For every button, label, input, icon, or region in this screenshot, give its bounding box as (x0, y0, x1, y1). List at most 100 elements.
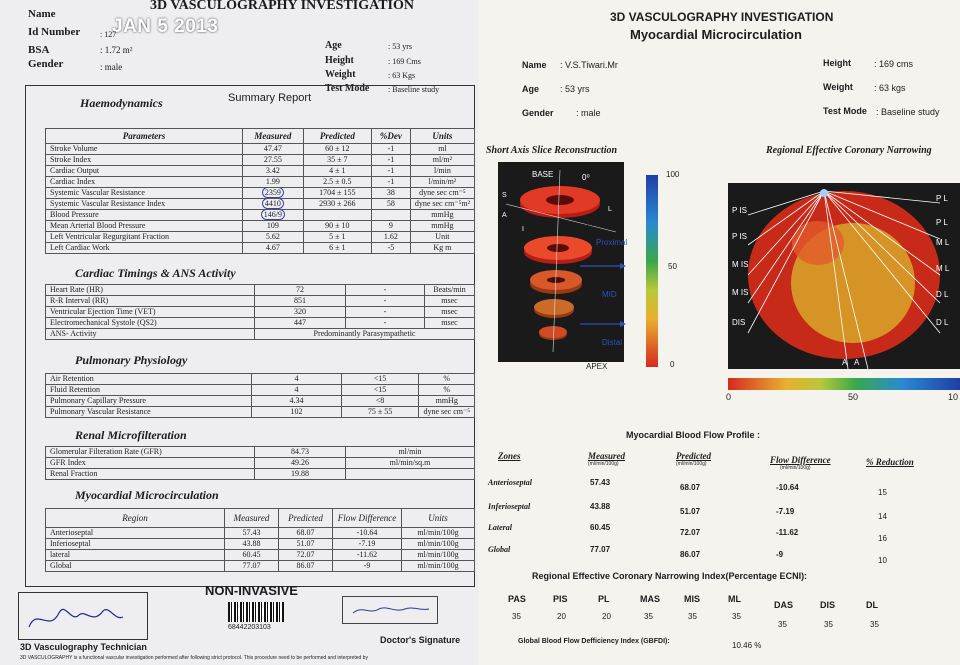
haemodynamics-cell (302, 209, 373, 221)
scale-h-10: 10 (948, 392, 959, 402)
haemodynamics-cell: Systemic Vascular Resistance (44, 187, 244, 199)
myocardial-cell: 43.88 (224, 538, 279, 550)
cardiac-row: Heart Rate (HR) 72- Beats/min (45, 284, 475, 296)
profile-measured: 57.43 (590, 478, 611, 487)
technician-signature-box (18, 592, 148, 640)
haemodynamics-cell: 5.62 (242, 231, 304, 243)
profile-col-measured-unit: (ml/min/100g) (588, 461, 619, 467)
cardiac-cell: ANS- Activity (45, 328, 255, 340)
haemodynamics-cell: ml (409, 143, 476, 155)
renal-cell (345, 468, 475, 480)
myocardial-cell: -10.64 (332, 527, 402, 539)
cardiac-cell: msec (424, 317, 475, 329)
myocardial-cell: 77.07 (224, 560, 279, 572)
proximal-label: Proximal (596, 238, 628, 247)
haemodynamics-cell: 4 ± 1 (302, 165, 373, 177)
cardiac-cell: msec (424, 295, 475, 307)
slice-i-label: I (522, 226, 524, 233)
test-mode-value: : Baseline study (388, 85, 440, 94)
col-myo-predicted: Predicted (278, 508, 333, 528)
pulmonary-row: Air Retention 4 <15% (44, 373, 475, 385)
haemodynamics-cell: 3.42 (242, 165, 304, 177)
myocardial-cell: Anterioseptal (45, 527, 225, 539)
age-label: Age (325, 40, 342, 51)
cardiac-cell: R-R Interval (RR) (45, 295, 255, 307)
haemodynamics-cell: 4.67 (242, 242, 304, 254)
report-frame (25, 85, 475, 587)
narrowing-title: Regional Effective Coronary Narrowing (766, 145, 932, 156)
pulmonary-title: Pulmonary Physiology (75, 353, 188, 367)
cardiac-cell: Heart Rate (HR) (45, 284, 255, 296)
technician-signature (28, 608, 124, 628)
profile-diff: -7.19 (776, 507, 795, 516)
scale-h-0: 0 (726, 392, 732, 402)
profile-diff: -9 (776, 550, 784, 559)
profile-measured: 43.88 (590, 502, 611, 511)
haemodynamics-cell (371, 209, 411, 221)
heart-right-label: D L (936, 290, 949, 299)
col-predicted: Predicted (302, 128, 373, 144)
doctor-label: Doctor's Signature (380, 635, 461, 645)
haemodynamics-cell: -1 (371, 165, 411, 177)
haemodynamics-row: Left Ventricular Regurgitant Fraction 5.6… (44, 231, 476, 243)
myocardial-title: Myocardial Microcirculation (75, 488, 219, 502)
myocardial-cell: ml/min/100g (401, 538, 475, 550)
profile-title: Myocardial Blood Flow Profile : (626, 430, 761, 440)
haemodynamics-cell: 4410 (242, 198, 304, 210)
r-height-value: : 169 cms (874, 59, 914, 69)
cardiac-cell: 447 (254, 317, 346, 329)
ecni-value: 35 (778, 620, 787, 629)
cardiac-cell: - (345, 295, 425, 307)
haemodynamics-table: Parameters Measured Predicted %Dev Units… (44, 128, 476, 254)
profile-diff: -11.62 (776, 528, 799, 537)
ecni-header: ML (728, 594, 741, 604)
profile-measured: 77.07 (590, 545, 611, 554)
renal-cell: Renal Fraction (45, 468, 255, 480)
slice-arrows (580, 263, 626, 327)
heart-right-label: M L (936, 264, 950, 273)
gbfdi-label: Global Blood Flow Defficiency Index (GBF… (518, 638, 670, 645)
renal-row: Renal Fraction 19.88 (45, 468, 475, 480)
haemodynamics-cell: -1 (371, 176, 411, 188)
ecni-header: DAS (774, 600, 794, 610)
haemodynamics-cell: Kg m (409, 242, 476, 254)
ecni-title: Regional Effective Coronary Narrowing In… (532, 571, 808, 581)
haemodynamics-cell: 1704 ± 155 (302, 187, 373, 199)
heart-right-label: D L (936, 318, 949, 327)
scale-v-100: 100 (666, 170, 680, 179)
id-label: Id Number (28, 26, 81, 38)
profile-col-measured: Measured (588, 451, 626, 461)
renal-table: Glomerular Filteration Rate (GFR) 84.73 ml… (45, 446, 475, 480)
pulmonary-cell: % (418, 373, 475, 385)
pulmonary-cell: 4 (251, 384, 342, 396)
haemodynamics-cell: -5 (371, 242, 411, 254)
ecni-header: MIS (684, 594, 701, 604)
haemodynamics-cell: l/min (409, 165, 476, 177)
heart-left-label: M IS (732, 288, 749, 297)
cardiac-cell: - (345, 284, 425, 296)
haemodynamics-cell: 90 ± 10 (302, 220, 373, 232)
renal-row: GFR Index 49.26 ml/min/sq.m (45, 457, 475, 469)
mid-label: MID (602, 290, 617, 299)
myocardial-microcirculation-page: 3D VASCULOGRAPHY INVESTIGATION Myocardia… (478, 0, 960, 665)
haemodynamics-header-row: Parameters Measured Predicted %Dev Units (44, 128, 476, 144)
haemodynamics-row: Left Cardiac Work 4.67 6 ± 1 -5 Kg m (44, 242, 476, 254)
haemodynamics-cell: Cardiac Index (44, 176, 244, 188)
myocardial-header-row: Region Measured Predicted Flow Differenc… (45, 508, 475, 528)
ecni-value: 35 (688, 612, 697, 621)
gbfdi-value: 10.46 % (732, 641, 762, 650)
profile-col-zones: Zones (498, 451, 521, 461)
haemodynamics-row: Stroke Index 27.55 35 ± 7 -1 ml/m² (44, 154, 476, 166)
haemodynamics-cell: 35 ± 7 (302, 154, 373, 166)
haemodynamics-cell: 1.99 (242, 176, 304, 188)
heart-bottom-a1: A (842, 358, 848, 367)
profile-col-flow-unit: (ml/min/100g) (780, 465, 811, 471)
footnote: 3D VASCULOGRAPHY is a functional vascula… (20, 655, 368, 661)
heart-right-label: P L (936, 218, 948, 227)
slice-s-label: S (502, 192, 507, 199)
heart-map-graphic (747, 189, 941, 369)
haemodynamics-cell: 58 (371, 198, 411, 210)
sas-label: SAS (586, 362, 601, 369)
height-label: Height (325, 55, 354, 66)
profile-zone: Inferioseptal (488, 502, 531, 511)
